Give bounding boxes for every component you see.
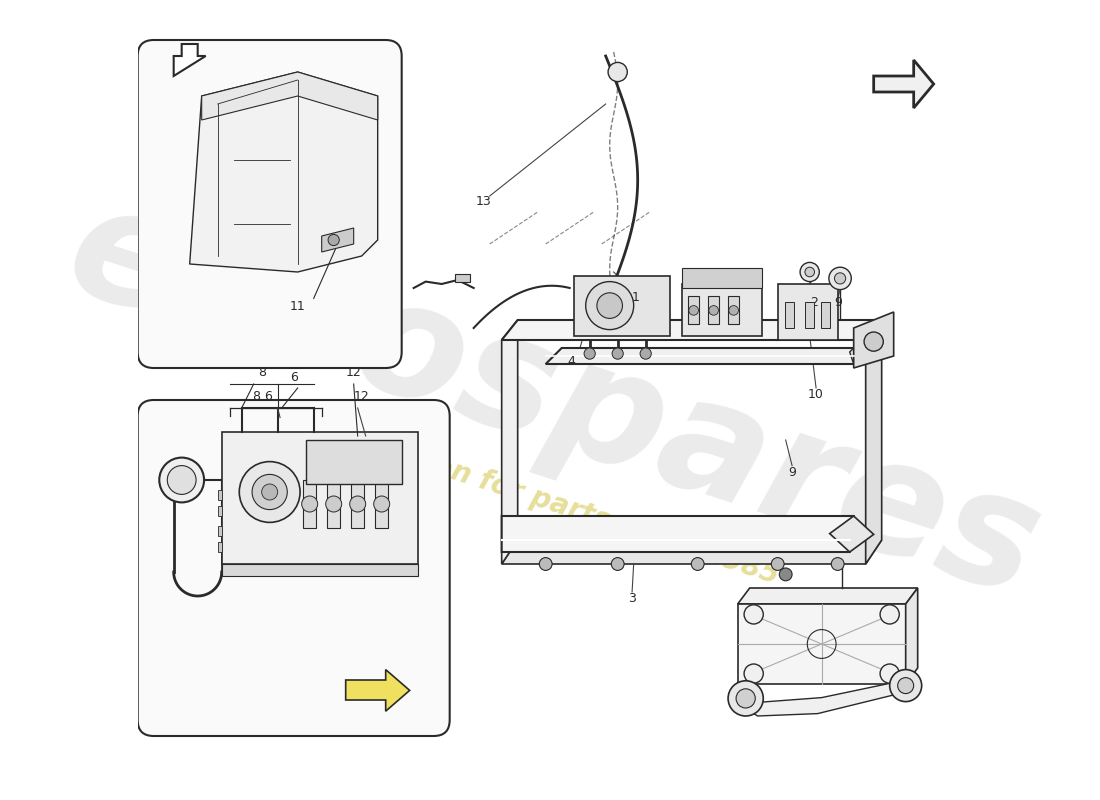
Bar <box>689 296 700 324</box>
Polygon shape <box>905 588 917 684</box>
Bar <box>455 274 470 282</box>
Polygon shape <box>218 490 222 500</box>
Circle shape <box>829 267 851 290</box>
Polygon shape <box>218 526 222 536</box>
Bar <box>708 296 719 324</box>
Text: 9: 9 <box>835 296 843 309</box>
Polygon shape <box>218 542 222 552</box>
Circle shape <box>640 348 651 359</box>
Bar <box>805 302 814 328</box>
Circle shape <box>160 458 205 502</box>
Bar <box>351 480 364 528</box>
Circle shape <box>898 678 914 694</box>
Bar <box>778 284 838 340</box>
Polygon shape <box>546 348 870 364</box>
Polygon shape <box>829 516 873 552</box>
Text: 9: 9 <box>788 466 796 478</box>
Polygon shape <box>174 44 206 76</box>
Bar <box>785 302 794 328</box>
Circle shape <box>708 306 718 315</box>
Circle shape <box>301 496 318 512</box>
Polygon shape <box>502 320 518 564</box>
Circle shape <box>585 282 634 330</box>
Polygon shape <box>849 336 870 364</box>
Circle shape <box>800 262 820 282</box>
Text: 3: 3 <box>628 592 636 605</box>
Circle shape <box>584 348 595 359</box>
Circle shape <box>880 605 900 624</box>
Circle shape <box>539 558 552 570</box>
Text: eurospares: eurospares <box>50 170 1058 630</box>
Polygon shape <box>218 506 222 516</box>
Circle shape <box>805 267 814 277</box>
FancyBboxPatch shape <box>138 40 402 368</box>
Text: 10: 10 <box>808 388 824 401</box>
Circle shape <box>779 568 792 581</box>
Text: 8: 8 <box>252 390 260 402</box>
Polygon shape <box>201 72 377 120</box>
Circle shape <box>890 670 922 702</box>
Text: a passion for parts since 1985: a passion for parts since 1985 <box>324 418 782 590</box>
Circle shape <box>167 466 196 494</box>
Circle shape <box>832 558 844 570</box>
Polygon shape <box>854 312 893 368</box>
Circle shape <box>328 234 339 246</box>
Text: 2: 2 <box>810 296 817 309</box>
Text: 12: 12 <box>354 390 370 402</box>
Polygon shape <box>738 604 905 684</box>
Circle shape <box>771 558 784 570</box>
Polygon shape <box>502 516 854 552</box>
Polygon shape <box>189 72 377 272</box>
Circle shape <box>350 496 365 512</box>
Text: 1: 1 <box>631 291 639 304</box>
FancyBboxPatch shape <box>138 400 450 736</box>
Circle shape <box>736 689 756 708</box>
Circle shape <box>835 273 846 284</box>
Circle shape <box>326 496 342 512</box>
Circle shape <box>612 558 624 570</box>
Circle shape <box>597 293 623 318</box>
Circle shape <box>374 496 389 512</box>
Bar <box>328 480 340 528</box>
Text: 6: 6 <box>289 371 298 384</box>
Polygon shape <box>345 670 409 711</box>
Circle shape <box>252 474 287 510</box>
Polygon shape <box>738 680 905 716</box>
Polygon shape <box>222 564 418 576</box>
Circle shape <box>728 681 763 716</box>
Bar <box>728 296 739 324</box>
Text: 12: 12 <box>345 366 362 378</box>
Circle shape <box>744 605 763 624</box>
Polygon shape <box>321 228 354 252</box>
Bar <box>574 276 670 336</box>
Polygon shape <box>873 60 934 108</box>
Circle shape <box>880 664 900 683</box>
Circle shape <box>240 462 300 522</box>
Polygon shape <box>738 588 917 604</box>
Circle shape <box>608 62 627 82</box>
Polygon shape <box>866 320 882 564</box>
Bar <box>306 440 402 484</box>
Bar <box>821 302 830 328</box>
Circle shape <box>612 348 624 359</box>
Bar <box>304 480 316 528</box>
Polygon shape <box>502 540 882 564</box>
Circle shape <box>691 558 704 570</box>
Text: 11: 11 <box>289 300 306 313</box>
Text: 6: 6 <box>264 390 272 402</box>
Circle shape <box>262 484 277 500</box>
Text: 13: 13 <box>475 195 492 208</box>
Circle shape <box>729 306 738 315</box>
Polygon shape <box>222 432 418 564</box>
Text: 8: 8 <box>257 366 266 378</box>
Bar <box>682 268 761 288</box>
Bar <box>682 284 761 336</box>
Bar <box>375 480 388 528</box>
Circle shape <box>865 332 883 351</box>
Circle shape <box>689 306 698 315</box>
Polygon shape <box>502 320 882 340</box>
Circle shape <box>744 664 763 683</box>
Text: 4: 4 <box>568 355 575 368</box>
